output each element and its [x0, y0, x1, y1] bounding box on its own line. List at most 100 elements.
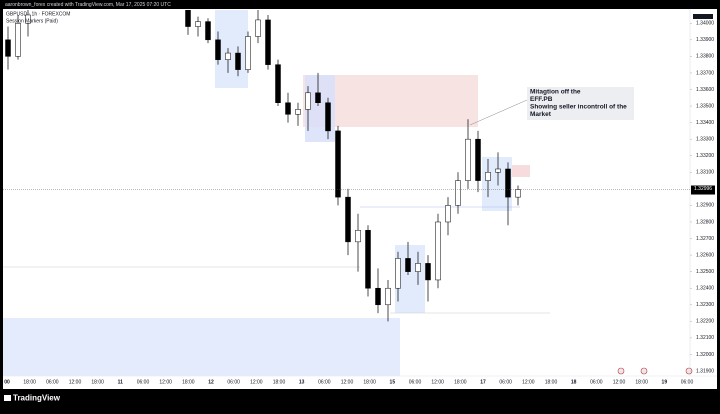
x-tick-label: 12:00	[613, 379, 626, 385]
y-tick-label: 1.32000	[696, 352, 714, 358]
logo-mark	[4, 395, 11, 401]
y-tick-label: 1.33700	[696, 70, 714, 76]
x-tick-label: 19	[662, 379, 668, 385]
candle-body	[335, 130, 341, 198]
candle-body	[25, 14, 31, 24]
y-tick-label: 1.34000	[696, 21, 714, 27]
y-tick-label: 1.32300	[696, 302, 714, 308]
x-tick-label: 06:00	[681, 379, 694, 385]
candle-body	[365, 230, 371, 289]
x-tick-label: 15	[390, 379, 396, 385]
x-tick-label: 18	[571, 379, 577, 385]
x-tick-label: 17	[480, 379, 486, 385]
x-tick-label: 13	[299, 379, 305, 385]
y-tick-label: 1.32700	[696, 236, 714, 242]
x-tick-label: 11	[118, 379, 124, 385]
event-flag[interactable]	[640, 367, 648, 375]
x-tick-label: 06:00	[46, 379, 59, 385]
x-tick-label: 12	[208, 379, 214, 385]
candle-body	[395, 258, 401, 289]
candle-body	[265, 19, 271, 65]
x-tick-label: 18:00	[273, 379, 286, 385]
candle-body	[485, 172, 491, 181]
candle-body	[405, 258, 411, 272]
x-tick-label: 12:00	[341, 379, 354, 385]
candle-body	[205, 21, 211, 41]
candle-body	[505, 168, 511, 198]
x-tick-label: 06:00	[318, 379, 331, 385]
y-tick-label: 1.33300	[696, 137, 714, 143]
candle-body	[445, 205, 451, 223]
x-tick-label: 18:00	[635, 379, 648, 385]
zones	[3, 10, 550, 376]
x-tick-label: 18:00	[23, 379, 36, 385]
candle-body	[195, 21, 201, 27]
candle-body	[225, 52, 231, 60]
y-tick-label: 1.33500	[696, 103, 714, 109]
x-tick-label: 18:00	[182, 379, 195, 385]
x-tick-label: 00	[4, 379, 10, 385]
y-tick-label: 1.32900	[696, 203, 714, 209]
candle-body	[325, 102, 331, 132]
event-flag[interactable]	[617, 367, 625, 375]
candle-body	[425, 263, 431, 281]
last-price-box	[691, 185, 715, 195]
candle-body	[295, 109, 301, 115]
x-tick-label: 18:00	[454, 379, 467, 385]
indicator: Session Markers (Paid)	[6, 18, 58, 24]
x-tick-label: 06:00	[227, 379, 240, 385]
y-tick-label: 1.33900	[696, 37, 714, 43]
annotation-line: EFF.PB	[530, 96, 553, 103]
footer-logo: TradingView	[13, 394, 61, 403]
candles	[5, 10, 521, 322]
y-tick-label: 1.32500	[696, 269, 714, 275]
y-tick-label: 1.32200	[696, 319, 714, 325]
y-tick-label: 1.33100	[696, 170, 714, 176]
y-tick-label: 1.32100	[696, 335, 714, 341]
x-tick-label: 12:00	[431, 379, 444, 385]
y-tick-label: 1.32800	[696, 219, 714, 225]
x-tick-label: 06:00	[409, 379, 422, 385]
y-tick-label: 1.33400	[696, 120, 714, 126]
zone	[512, 165, 530, 177]
x-tick-label: 06:00	[590, 379, 603, 385]
x-tick-label: 12:00	[250, 379, 263, 385]
candle-body	[385, 287, 391, 306]
y-tick-label: 1.32600	[696, 252, 714, 258]
candle-body	[355, 230, 361, 243]
annotation-box	[527, 87, 634, 120]
x-tick-label: 12:00	[522, 379, 535, 385]
candle-body	[515, 189, 521, 198]
candle-body	[455, 180, 461, 206]
candle-body	[235, 52, 241, 70]
candle-body	[275, 64, 281, 103]
candle-body	[5, 39, 11, 57]
candle-body	[475, 138, 481, 181]
candle-body	[345, 196, 351, 243]
annotation-line: Showing seller incontroll of the	[530, 104, 627, 111]
y-tick-label: 1.33600	[696, 87, 714, 93]
x-tick-label: 06:00	[137, 379, 150, 385]
candle-body	[465, 138, 471, 181]
x-tick-label: 06:00	[499, 379, 512, 385]
candle-body	[315, 92, 321, 103]
candle-body	[255, 19, 261, 37]
symbol: GBPUSD · 1h · FOREXCOM	[6, 11, 70, 17]
y-tick-label: 1.32400	[696, 286, 714, 292]
x-tick-label: 12:00	[159, 379, 172, 385]
candle-body	[215, 39, 221, 60]
credit: aaronbrown_forex created with TradingVie…	[5, 2, 171, 8]
annotation-line: Mitagtion off the	[530, 89, 581, 96]
candle-body	[435, 221, 441, 281]
y-tick-label: 1.33800	[696, 54, 714, 60]
x-tick-label: 12:00	[69, 379, 82, 385]
x-tick-label: 18:00	[545, 379, 558, 385]
annotation-pointer	[469, 99, 528, 126]
candle-body	[415, 263, 421, 272]
settings-icon[interactable]	[693, 14, 713, 19]
last-price-label: 1.32996	[694, 186, 712, 192]
candle-body	[185, 10, 191, 27]
annotation-line: Market	[530, 111, 552, 118]
y-tick-label: 1.33200	[696, 153, 714, 159]
